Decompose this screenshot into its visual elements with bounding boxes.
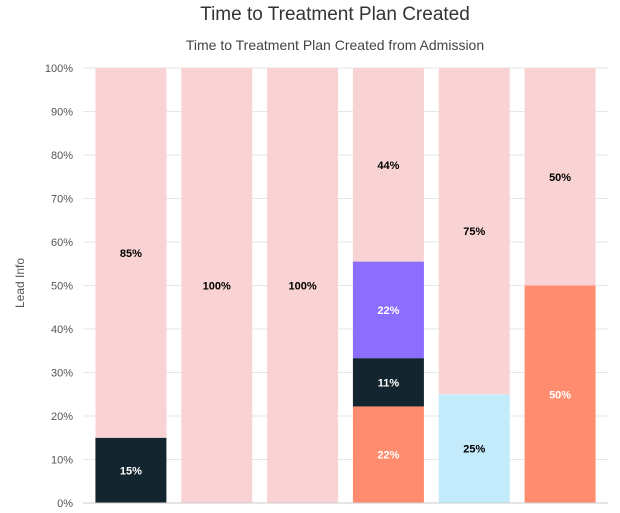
y-tick-label: 90% — [51, 107, 73, 119]
bar-segment — [352, 406, 424, 503]
y-tick-label: 70% — [51, 194, 73, 206]
y-tick-label: 50% — [51, 281, 73, 293]
bar-segment — [181, 68, 253, 503]
bar-segment-label: 25% — [463, 444, 485, 456]
chart-subtitle: Time to Treatment Plan Created from Admi… — [185, 37, 485, 53]
y-tick-label: 80% — [51, 150, 73, 162]
bar-segment — [524, 285, 596, 503]
chart-title: Time to Treatment Plan Created — [200, 4, 470, 25]
bar-segment-label: 75% — [463, 226, 485, 238]
y-tick-label: 100% — [45, 63, 73, 75]
bar-segment — [95, 437, 167, 503]
y-tick-label: 10% — [51, 455, 73, 467]
bar-segment — [267, 68, 339, 503]
gridlines — [83, 67, 608, 504]
y-axis-ticks: 0% 10% 20% 30% 40% 50% 60% 70% 80% 90% 100% — [45, 63, 73, 510]
bar-segment — [352, 68, 424, 262]
bar-segment — [95, 68, 167, 438]
bar-segment-label: 15% — [120, 465, 142, 477]
bar-segment-label: 85% — [120, 248, 142, 260]
bar-segment-label: 100% — [203, 281, 231, 293]
y-tick-label: 20% — [51, 411, 73, 423]
bar-segment-label: 22% — [377, 450, 399, 462]
bar-segment — [438, 394, 510, 503]
bar-segment-label: 22% — [377, 305, 399, 317]
bar-segment — [438, 68, 510, 395]
bar-segment-label: 50% — [549, 172, 571, 184]
bar-segment-label: 100% — [289, 281, 317, 293]
bar-segment-label: 50% — [549, 389, 571, 401]
bars: 15% 85% 100% 100% 22% 11% 22% 44% 25% 75% 50% 50% — [95, 68, 596, 503]
bar-segment — [352, 358, 424, 407]
bar-segment — [524, 68, 596, 286]
y-tick-label: 0% — [57, 498, 73, 510]
bar-segment-label: 11% — [378, 377, 400, 389]
y-tick-label: 40% — [51, 324, 73, 336]
bar-segment — [352, 261, 424, 359]
bar-segment-label: 44% — [377, 160, 399, 172]
y-tick-label: 30% — [51, 368, 73, 380]
y-tick-label: 60% — [51, 237, 73, 249]
y-axis-label: Lead Info — [13, 258, 27, 308]
